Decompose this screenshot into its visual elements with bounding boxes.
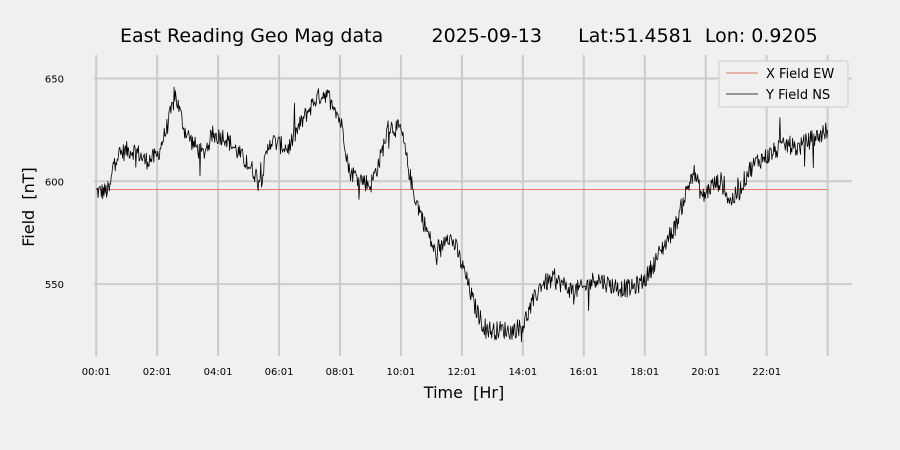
x-tick-label: 12:01 [447,367,476,378]
legend: X Field EW Y Field NS [718,60,849,108]
y-tick-labels: 550 600 650 [45,75,64,292]
x-tick-labels: 00:01 02:01 04:01 06:01 08:01 10:01 12:01 14:01… [82,367,781,378]
y-axis-label: Field [nT] [19,167,38,247]
x-tick-label: 02:01 [143,367,172,378]
y-tick-label: 550 [45,280,64,291]
x-tick-label: 10:01 [387,367,416,378]
legend-label-y-field: Y Field NS [765,88,830,103]
x-tick-label: 22:01 [752,367,781,378]
legend-label-x-field: X Field EW [766,67,834,82]
y-tick-label: 650 [45,75,64,86]
chart-title: East Reading Geo Mag data 2025-09-13 Lat… [120,25,818,47]
x-tick-label: 16:01 [569,367,598,378]
x-tick-label: 08:01 [326,367,355,378]
series-group [95,86,828,343]
y-tick-label: 600 [45,177,64,188]
series-line-y-field-ns [95,86,828,343]
x-tick-label: 18:01 [630,367,659,378]
x-tick-label: 06:01 [265,367,294,378]
grid [94,55,852,356]
x-tick-label: 14:01 [508,367,537,378]
x-tick-label: 00:01 [82,367,111,378]
x-tick-label: 04:01 [204,367,233,378]
x-axis-label: Time [Hr] [423,383,504,402]
x-tick-label: 20:01 [691,367,720,378]
